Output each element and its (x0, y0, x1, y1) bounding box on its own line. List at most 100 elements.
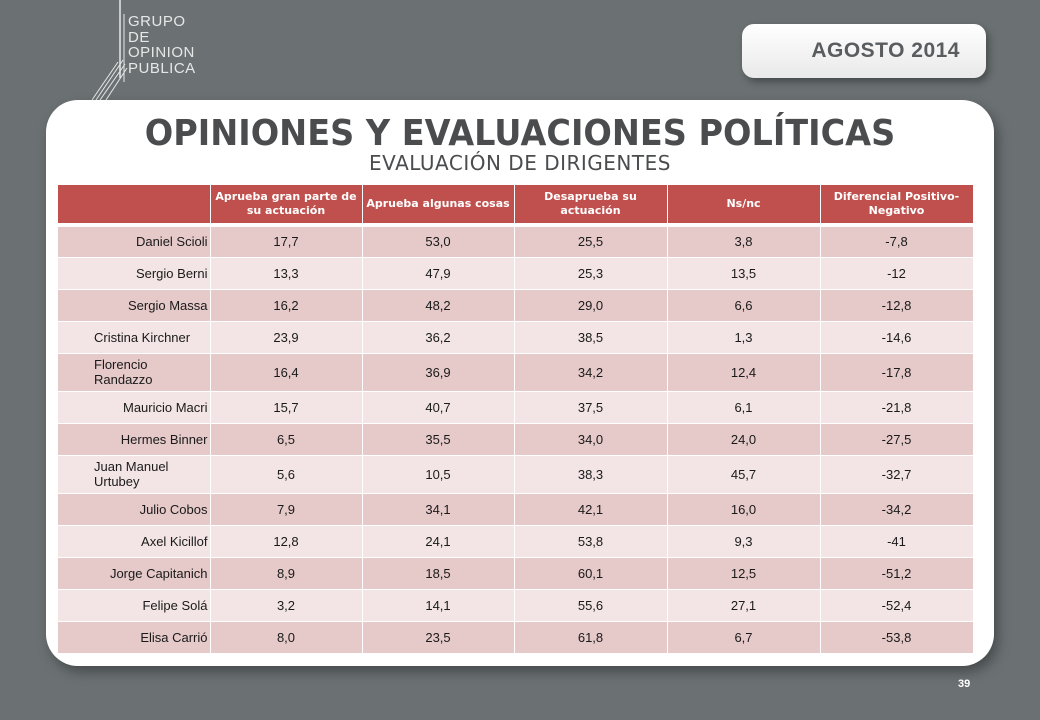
table-cell: 5,6 (210, 455, 363, 494)
table-cell: 6,6 (667, 289, 821, 322)
column-header: Aprueba gran parte de su actuación (210, 185, 363, 227)
slash-lines-icon (92, 0, 128, 100)
table-cell: 3,8 (667, 225, 821, 258)
table-cell: 8,9 (210, 557, 363, 590)
table-cell: 10,5 (362, 455, 515, 494)
table-cell: 53,8 (514, 525, 668, 558)
table-cell: 29,0 (514, 289, 668, 322)
table-cell: 61,8 (514, 621, 668, 654)
table-cell: 38,3 (514, 455, 668, 494)
column-header (58, 185, 211, 227)
leader-name: Cristina Kirchner (58, 321, 211, 354)
table-cell: 13,5 (667, 257, 821, 290)
table-cell: 38,5 (514, 321, 668, 354)
table-cell: 8,0 (210, 621, 363, 654)
table-row: Julio Cobos 7,9 34,1 42,1 16,0 -34,2 (58, 493, 974, 526)
table-cell: -34,2 (820, 493, 974, 526)
table-cell: 16,4 (210, 353, 363, 392)
table-row: Sergio Berni 13,3 47,9 25,3 13,5 -12 (58, 257, 974, 290)
table-cell: 23,9 (210, 321, 363, 354)
table-cell: 55,6 (514, 589, 668, 622)
table-cell: 13,3 (210, 257, 363, 290)
table-cell: -51,2 (820, 557, 974, 590)
leader-name: Julio Cobos (58, 493, 211, 526)
table-cell: -53,8 (820, 621, 974, 654)
column-header: Ns/nc (667, 185, 821, 227)
table-row: Jorge Capitanich 8,9 18,5 60,1 12,5 -51,2 (58, 557, 974, 590)
table-cell: 25,3 (514, 257, 668, 290)
leader-name: Elisa Carrió (58, 621, 211, 654)
table-cell: 6,7 (667, 621, 821, 654)
table-row: Juan Manuel Urtubey 5,6 10,5 38,3 45,7 -32,7 (58, 455, 974, 494)
table-cell: 15,7 (210, 391, 363, 424)
table-cell: 34,1 (362, 493, 515, 526)
table-cell: 9,3 (667, 525, 821, 558)
leader-name: Sergio Berni (58, 257, 211, 290)
table-row: Axel Kicillof 12,8 24,1 53,8 9,3 -41 (58, 525, 974, 558)
table-cell: 1,3 (667, 321, 821, 354)
table-cell: -12 (820, 257, 974, 290)
table-cell: 53,0 (362, 225, 515, 258)
table-cell: 60,1 (514, 557, 668, 590)
table-cell: -7,8 (820, 225, 974, 258)
brand-line: GRUPO (128, 13, 186, 30)
leader-name: Florencio Randazzo (58, 353, 211, 392)
page-number: 39 (958, 678, 971, 690)
table-row: Mauricio Macri 15,7 40,7 37,5 6,1 -21,8 (58, 391, 974, 424)
table-cell: -17,8 (820, 353, 974, 392)
page-title: OPINIONES Y EVALUACIONES POLÍTICAS (144, 113, 896, 154)
table-cell: 37,5 (514, 391, 668, 424)
table-row: Cristina Kirchner 23,9 36,2 38,5 1,3 -14,6 (58, 321, 974, 354)
table-row: Sergio Massa 16,2 48,2 29,0 6,6 -12,8 (58, 289, 974, 322)
table-cell: 23,5 (362, 621, 515, 654)
table-cell: 24,0 (667, 423, 821, 456)
date-badge: AGOSTO 2014 (742, 24, 986, 78)
table-cell: 6,1 (667, 391, 821, 424)
page-subtitle: EVALUACIÓN DE DIRIGENTES (369, 151, 671, 175)
table-cell: -52,4 (820, 589, 974, 622)
ratings-table: Aprueba gran parte de su actuación Aprue… (58, 185, 974, 654)
table-cell: 35,5 (362, 423, 515, 456)
column-header: Diferencial Positivo-Negativo (820, 185, 974, 227)
table-cell: 47,9 (362, 257, 515, 290)
table-row: Elisa Carrió 8,0 23,5 61,8 6,7 -53,8 (58, 621, 974, 654)
table-cell: 17,7 (210, 225, 363, 258)
table-cell: 34,0 (514, 423, 668, 456)
leader-name: Felipe Solá (58, 589, 211, 622)
table-cell: 14,1 (362, 589, 515, 622)
table-cell: 12,8 (210, 525, 363, 558)
leader-name: Mauricio Macri (58, 391, 211, 424)
table-cell: 16,0 (667, 493, 821, 526)
brand-line: PUBLICA (128, 59, 196, 77)
table-cell: 27,1 (667, 589, 821, 622)
table-row: Felipe Solá 3,2 14,1 55,6 27,1 -52,4 (58, 589, 974, 622)
table-cell: 34,2 (514, 353, 668, 392)
table-cell: 7,9 (210, 493, 363, 526)
table-cell: 18,5 (362, 557, 515, 590)
brand-line: OPINION (128, 44, 195, 61)
table-row: Daniel Scioli 17,7 53,0 25,5 3,8 -7,8 (58, 225, 974, 258)
leader-name: Sergio Massa (58, 289, 211, 322)
table-cell: 24,1 (362, 525, 515, 558)
table-cell: -14,6 (820, 321, 974, 354)
table-cell: 25,5 (514, 225, 668, 258)
column-header: Aprueba algunas cosas (362, 185, 515, 227)
leader-name: Jorge Capitanich (58, 557, 211, 590)
table-cell: 40,7 (362, 391, 515, 424)
table-cell: 42,1 (514, 493, 668, 526)
table-cell: 6,5 (210, 423, 363, 456)
table-cell: -27,5 (820, 423, 974, 456)
table-row: Florencio Randazzo 16,4 36,9 34,2 12,4 -17,8 (58, 353, 974, 392)
column-header: Desaprueba su actuación (514, 185, 668, 227)
table-cell: -32,7 (820, 455, 974, 494)
table-cell: 12,5 (667, 557, 821, 590)
table-cell: 36,2 (362, 321, 515, 354)
leader-name: Daniel Scioli (58, 225, 211, 258)
table-cell: 45,7 (667, 455, 821, 494)
table-cell: 12,4 (667, 353, 821, 392)
brand-logo: GRUPO DE OPINION PUBLICA (92, 0, 212, 100)
brand-line: DE (128, 28, 150, 46)
table-cell: 48,2 (362, 289, 515, 322)
table-cell: -41 (820, 525, 974, 558)
table-row: Hermes Binner 6,5 35,5 34,0 24,0 -27,5 (58, 423, 974, 456)
